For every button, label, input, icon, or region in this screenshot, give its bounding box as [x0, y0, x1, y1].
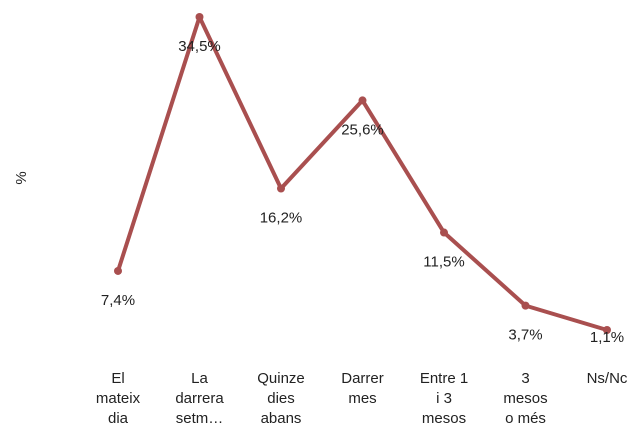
x-tick-label: Darrer mes [341, 370, 384, 407]
x-tick-label: 3 mesos o més [503, 370, 547, 427]
data-label: 11,5% [423, 254, 464, 271]
x-tick-label: La darrera setm… [175, 370, 224, 427]
point [358, 96, 367, 105]
data-label: 34,5% [178, 38, 221, 55]
point [603, 326, 611, 334]
x-tick-label: Ns/Nc [587, 370, 628, 387]
point [440, 228, 448, 237]
data-label: 3,7% [508, 327, 542, 344]
y-axis-label: % [13, 171, 30, 184]
data-label: 25,6% [341, 121, 384, 138]
x-tick-label: Quinze dies abans [257, 370, 305, 427]
point [195, 13, 204, 21]
point [277, 184, 285, 193]
data-label: 1,1% [590, 329, 624, 346]
series-line [116, 15, 608, 332]
data-label: 16,2% [260, 209, 303, 226]
point [521, 301, 530, 310]
x-tick-label: El mateix dia [96, 370, 141, 427]
data-label: 7,4% [101, 292, 135, 309]
point [114, 266, 122, 275]
